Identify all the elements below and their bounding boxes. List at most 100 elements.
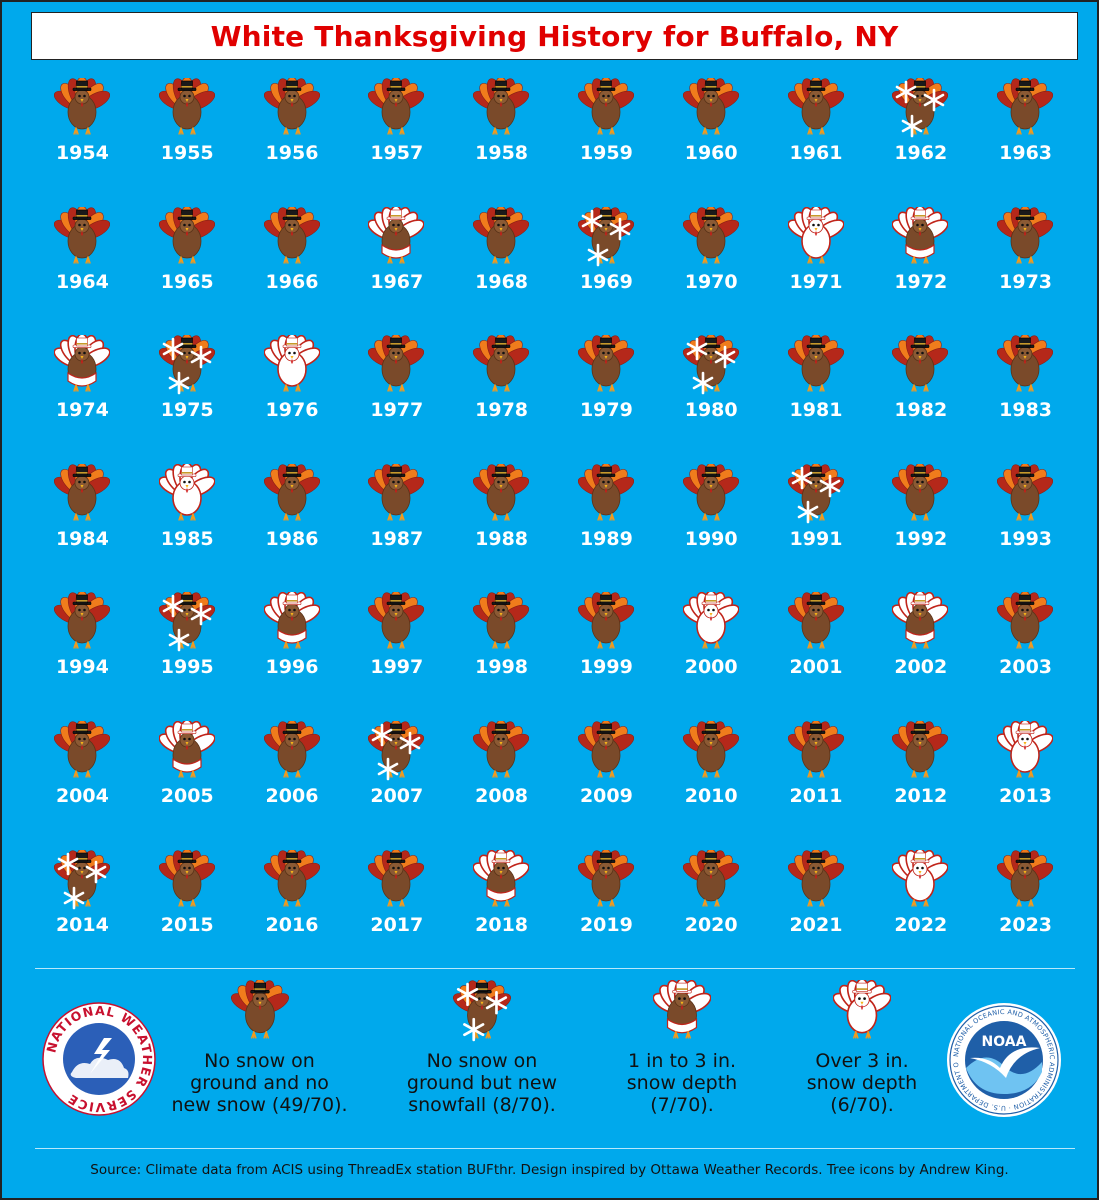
year-label: 2006 — [265, 784, 319, 807]
year-cell: 1970 — [659, 199, 764, 328]
year-cell: 1964 — [30, 199, 135, 328]
year-cell: 1955 — [135, 70, 240, 199]
year-label: 2021 — [789, 913, 843, 936]
year-label: 2014 — [55, 913, 109, 936]
year-cell: 1988 — [449, 456, 554, 585]
legend-no-snow-line1: No snow on — [204, 1050, 315, 1072]
year-cell: 1999 — [554, 584, 659, 713]
legend-heavy-depth-line1: Over 3 in. — [815, 1050, 909, 1072]
year-label: 1955 — [160, 142, 214, 164]
year-label: 2004 — [55, 784, 109, 807]
year-cell: 2002 — [868, 584, 973, 713]
year-label: 1967 — [370, 270, 424, 293]
year-label: 1968 — [475, 270, 529, 293]
year-label: 1976 — [265, 399, 319, 422]
noaa-logo: NOAA NATIONAL OCEANIC AND ATMOSPHERIC AD… — [946, 1002, 1061, 1117]
year-cell: 1998 — [449, 584, 554, 713]
source-credit: Source: Climate data from ACIS using Thr… — [90, 1162, 1009, 1178]
year-cell: 1990 — [659, 456, 764, 585]
legend-new-snowfall-line1: No snow on — [426, 1050, 538, 1072]
year-cell: 1977 — [344, 327, 449, 456]
year-cell: 2015 — [135, 842, 240, 971]
year-label: 1961 — [789, 142, 843, 164]
legend-item-no-snow: No snow on ground and no new snow (49/70… — [152, 980, 367, 1116]
year-label: 2013 — [999, 784, 1053, 807]
year-label: 1957 — [370, 142, 424, 164]
year-label: 2023 — [999, 913, 1053, 936]
no-snow-turkey-icon — [152, 980, 367, 1042]
year-cell: 1959 — [554, 70, 659, 199]
year-cell: 1991 — [764, 456, 869, 585]
year-cell: 1971 — [764, 199, 869, 328]
year-cell: 2022 — [868, 842, 973, 971]
year-label: 2008 — [475, 784, 529, 807]
year-cell: 2010 — [659, 713, 764, 842]
year-label: 1959 — [579, 142, 633, 164]
year-label: 1990 — [684, 527, 738, 550]
year-cell: 1987 — [344, 456, 449, 585]
year-label: 1994 — [55, 656, 109, 679]
title-box: White Thanksgiving History for Buffalo, … — [31, 12, 1078, 60]
year-label: 2017 — [370, 913, 424, 936]
year-cell: 1995 — [135, 584, 240, 713]
legend-no-snow-line3: new snow (49/70). — [171, 1094, 348, 1116]
year-cell: 1978 — [449, 327, 554, 456]
year-cell: 1974 — [30, 327, 135, 456]
nws-logo: NATIONAL WEATHER SERVICE — [42, 1002, 156, 1116]
year-label: 1989 — [579, 527, 633, 550]
year-label: 1977 — [370, 399, 424, 422]
year-label: 1970 — [684, 270, 738, 293]
legend-light-depth-line3: (7/70). — [650, 1094, 714, 1116]
year-cell: 1996 — [240, 584, 345, 713]
year-cell: 1968 — [449, 199, 554, 328]
year-label: 1983 — [999, 399, 1053, 422]
year-cell: 1961 — [764, 70, 869, 199]
legend-new-snowfall-line2: ground but new — [406, 1072, 558, 1094]
legend-heavy-depth-line2: snow depth — [806, 1072, 918, 1094]
year-label: 2007 — [370, 784, 424, 807]
legend-no-snow-line2: ground and no — [190, 1072, 329, 1094]
year-cell: 1967 — [344, 199, 449, 328]
year-cell: 2020 — [659, 842, 764, 971]
noaa-logo-text: NOAA — [982, 1034, 1027, 1050]
year-label: 1962 — [894, 142, 948, 164]
year-label: 1958 — [475, 142, 529, 164]
year-cell: 2007 — [344, 713, 449, 842]
year-label: 2003 — [999, 656, 1053, 679]
year-label: 2000 — [684, 656, 738, 679]
year-cell: 1973 — [973, 199, 1078, 328]
year-label: 1993 — [999, 527, 1053, 550]
year-label: 1972 — [894, 270, 948, 293]
year-label: 1973 — [999, 270, 1053, 293]
year-label: 1971 — [789, 270, 843, 293]
year-cell: 2009 — [554, 713, 659, 842]
year-label: 2020 — [684, 913, 738, 936]
year-label: 1974 — [55, 399, 109, 422]
year-cell: 2011 — [764, 713, 869, 842]
year-label: 2022 — [894, 913, 948, 936]
legend-item-light-depth: 1 in to 3 in. snow depth (7/70). — [602, 980, 762, 1116]
year-cell: 1994 — [30, 584, 135, 713]
year-label: 1981 — [789, 399, 843, 422]
year-label: 1998 — [475, 656, 529, 679]
year-cell: 2004 — [30, 713, 135, 842]
divider-bottom — [35, 1148, 1075, 1149]
year-cell: 2003 — [973, 584, 1078, 713]
year-label: 1988 — [475, 527, 529, 550]
year-cell: 1980 — [659, 327, 764, 456]
year-label: 2005 — [160, 784, 214, 807]
year-cell: 2006 — [240, 713, 345, 842]
year-cell: 1962 — [868, 70, 973, 199]
legend-heavy-depth-line3: (6/70). — [830, 1094, 894, 1116]
year-cell: 1982 — [868, 327, 973, 456]
year-label: 2019 — [579, 913, 633, 936]
year-label: 2012 — [894, 784, 948, 807]
year-label: 2002 — [894, 656, 948, 679]
year-cell: 2012 — [868, 713, 973, 842]
year-cell: 1956 — [240, 70, 345, 199]
legend-new-snowfall-line3: snowfall (8/70). — [408, 1094, 556, 1116]
year-label: 1979 — [579, 399, 633, 422]
year-label: 1978 — [475, 399, 529, 422]
year-cell: 1983 — [973, 327, 1078, 456]
